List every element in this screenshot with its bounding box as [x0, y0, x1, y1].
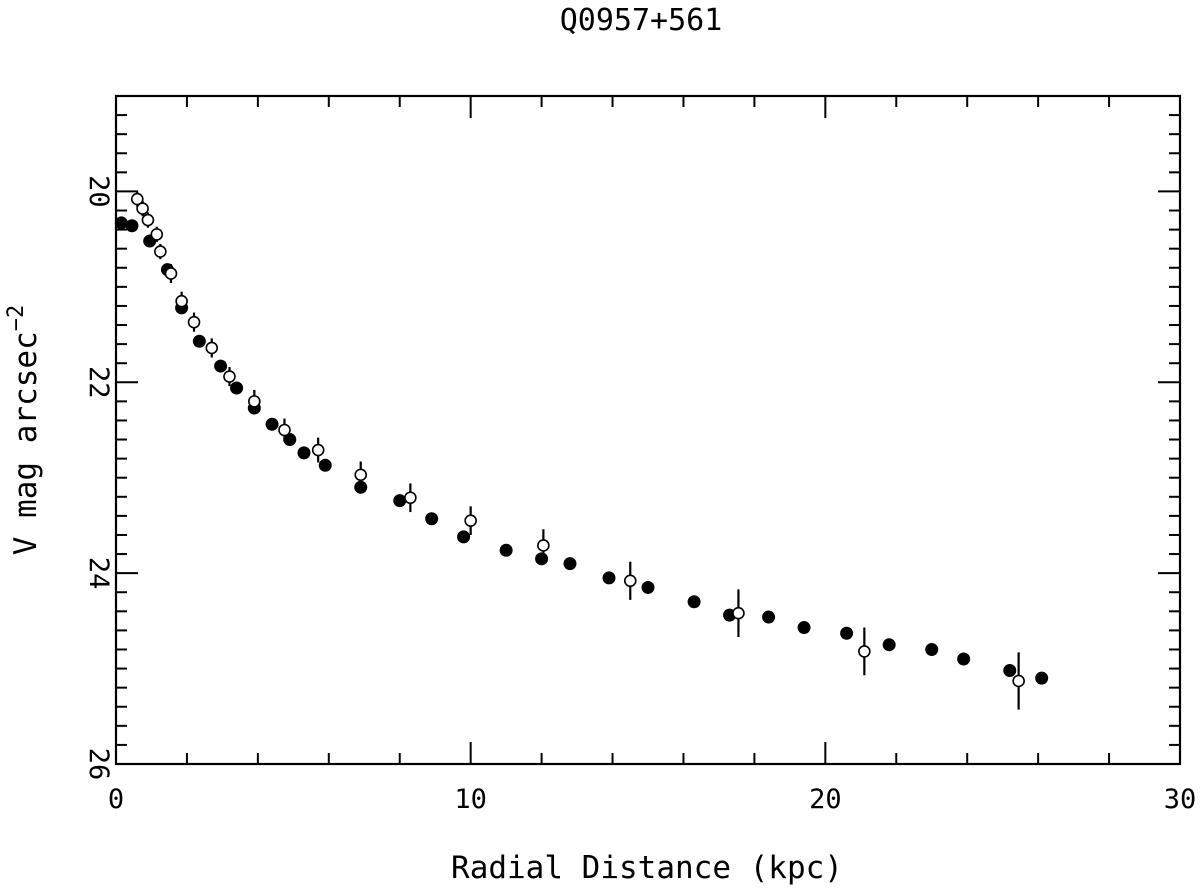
filled-data-point: [1003, 663, 1017, 677]
filled-data-point: [425, 512, 439, 526]
filled-data-point: [297, 446, 311, 460]
open-circle-series: [130, 191, 1025, 710]
y-axis-label-exponent: −2: [4, 305, 29, 332]
x-tick-label: 20: [809, 784, 842, 815]
open-data-point: [354, 468, 368, 482]
x-tick-label: 0: [108, 784, 124, 815]
open-data-point: [223, 370, 236, 383]
filled-data-point: [840, 626, 854, 640]
filled-data-point: [535, 552, 549, 566]
filled-data-point: [393, 494, 407, 508]
filled-data-point: [563, 557, 577, 571]
filled-circle-series: [114, 216, 1049, 685]
x-tick-label: 10: [454, 784, 487, 815]
open-data-point: [164, 267, 178, 280]
open-data-point: [732, 606, 745, 620]
filled-data-point: [125, 219, 139, 233]
filled-data-point: [230, 381, 244, 395]
filled-data-point: [687, 595, 701, 609]
x-axis-label: Radial Distance (kpc): [451, 850, 843, 886]
open-data-point: [248, 395, 261, 408]
open-data-point: [187, 315, 201, 329]
y-axis-label: V mag arcsec−2: [4, 305, 44, 555]
open-data-point: [141, 213, 155, 227]
filled-data-point: [641, 580, 655, 594]
x-tick-label: 30: [1164, 784, 1197, 815]
plot-frame: [114, 94, 1182, 766]
open-data-point: [404, 491, 417, 505]
y-tick-label: 26: [83, 748, 114, 781]
open-data-point: [154, 245, 167, 258]
open-data-point: [205, 341, 219, 355]
open-data-point: [537, 539, 550, 552]
filled-data-point: [925, 642, 939, 656]
filled-data-point: [762, 610, 776, 624]
y-tick-label: 22: [83, 366, 114, 399]
open-data-point: [278, 423, 291, 437]
y-axis-label-main: V mag arcsec: [8, 331, 44, 555]
filled-data-point: [457, 530, 471, 544]
filled-data-point: [957, 652, 971, 666]
open-data-point: [150, 228, 164, 241]
filled-data-point: [1035, 671, 1049, 685]
filled-data-point: [882, 638, 896, 652]
y-tick-label: 20: [83, 175, 114, 208]
filled-data-point: [114, 216, 128, 230]
chart-title: Q0957+561: [560, 3, 723, 38]
filled-data-point: [499, 543, 513, 557]
open-data-point: [858, 645, 871, 658]
axis-ticks: [115, 95, 1181, 765]
filled-data-point: [318, 458, 332, 472]
open-data-point: [175, 294, 188, 308]
y-tick-label: 24: [83, 557, 114, 590]
open-data-point: [623, 574, 637, 588]
filled-data-point: [602, 571, 616, 585]
filled-data-point: [214, 359, 228, 373]
open-data-point: [130, 192, 144, 206]
filled-data-point: [192, 334, 206, 348]
axis-tick-labels: 0 10 20 30 20 22 24 26: [83, 175, 1196, 815]
open-data-point: [464, 514, 477, 527]
open-data-point: [311, 443, 325, 457]
data-points: [114, 191, 1049, 710]
filled-data-point: [797, 621, 811, 635]
filled-data-point: [265, 417, 279, 431]
open-data-point: [1012, 674, 1025, 688]
open-data-point: [136, 202, 149, 215]
